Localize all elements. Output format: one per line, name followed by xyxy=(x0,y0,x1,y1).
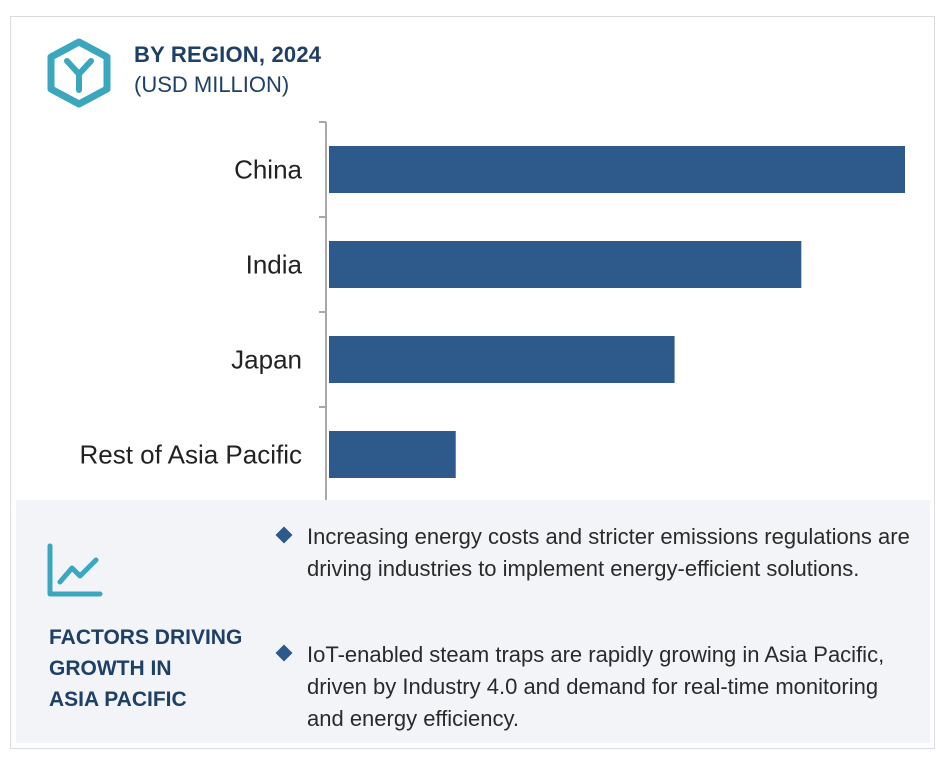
category-label: Japan xyxy=(231,345,302,375)
hexagon-y-logo-icon xyxy=(47,38,111,108)
factors-title-line: ASIA PACIFIC xyxy=(49,688,187,711)
bar xyxy=(329,146,905,193)
factors-title-line: GROWTH IN xyxy=(49,657,172,680)
chart-subtitle: (USD MILLION) xyxy=(134,72,290,97)
factors-panel xyxy=(16,500,930,743)
bar xyxy=(329,336,675,383)
factor-bullet-text: IoT-enabled steam traps are rapidly grow… xyxy=(307,642,885,731)
factors-title-line: FACTORS DRIVING xyxy=(49,626,243,649)
category-label: Rest of Asia Pacific xyxy=(79,440,302,470)
category-label: China xyxy=(234,155,302,185)
category-label: India xyxy=(246,250,303,280)
bar xyxy=(329,241,802,288)
chart-title: BY REGION, 2024 xyxy=(134,42,322,67)
factors-title: FACTORS DRIVING GROWTH IN ASIA PACIFIC xyxy=(49,622,279,715)
line-chart-icon xyxy=(47,543,103,597)
bar xyxy=(329,431,456,478)
region-bar-chart: China India Japan Rest of Asia Pacific xyxy=(79,121,905,503)
factor-bullet-text: Increasing energy costs and stricter emi… xyxy=(307,524,910,581)
